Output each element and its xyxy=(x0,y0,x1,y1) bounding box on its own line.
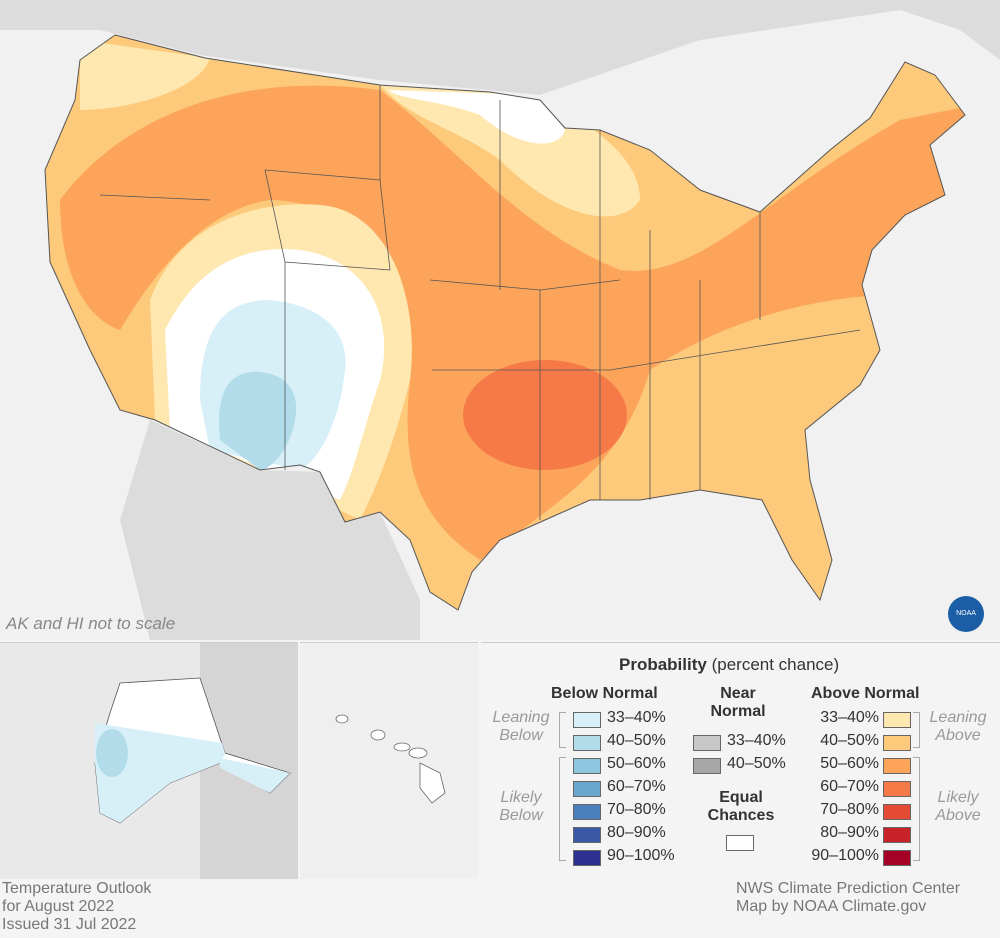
below-swatch xyxy=(573,781,601,797)
above-label: 60–70% xyxy=(820,778,879,795)
likely-below-label: Likely Below xyxy=(499,789,543,824)
legend: Probability (percent chance) Below Norma… xyxy=(481,642,1000,879)
below-swatch xyxy=(573,735,601,751)
near-label: 40–50% xyxy=(727,755,786,772)
below-swatch xyxy=(573,758,601,774)
above-label: 50–60% xyxy=(820,755,879,772)
below-label: 60–70% xyxy=(607,778,666,795)
hawaii-map xyxy=(335,714,446,804)
outlook-title: Temperature Outlook for August 2022 Issued… xyxy=(2,880,152,933)
above-swatch xyxy=(883,735,911,751)
hawaii-inset xyxy=(300,642,478,879)
legend-title: Probability (percent chance) xyxy=(619,655,840,674)
near-swatch xyxy=(693,758,721,774)
below-label: 33–40% xyxy=(607,709,666,726)
near-normal-header: Near Normal xyxy=(710,685,766,720)
above-swatch xyxy=(883,781,911,797)
alaska-map xyxy=(94,643,298,879)
likely-above-label: Likely Above xyxy=(935,789,981,824)
below-label: 70–80% xyxy=(607,801,666,818)
conus-map-svg xyxy=(0,0,1000,640)
below-label: 80–90% xyxy=(607,824,666,841)
above-label: 40–50% xyxy=(820,732,879,749)
credits: NWS Climate Prediction Center Map by NOAA… xyxy=(736,880,961,915)
above-label: 33–40% xyxy=(820,709,879,726)
above-swatch xyxy=(883,804,911,820)
above-swatch xyxy=(883,712,911,728)
above-swatch xyxy=(883,758,911,774)
above-swatch xyxy=(883,827,911,843)
above-label: 70–80% xyxy=(820,801,879,818)
near-label: 33–40% xyxy=(727,732,786,749)
below-label: 50–60% xyxy=(607,755,666,772)
below-swatch xyxy=(573,712,601,728)
below-swatch xyxy=(573,827,601,843)
noaa-logo: NOAA xyxy=(948,596,984,632)
above-normal-header: Above Normal xyxy=(811,685,920,702)
scale-note: AK and HI not to scale xyxy=(6,614,176,633)
below-normal-header: Below Normal xyxy=(551,685,658,702)
near-swatch xyxy=(693,735,721,751)
leaning-above-label: Leaning Above xyxy=(929,709,987,744)
below-label: 90–100% xyxy=(607,847,675,864)
above-swatch xyxy=(883,850,911,866)
conus-map: AK and HI not to scale NOAA xyxy=(0,0,1000,640)
alaska-inset xyxy=(0,642,298,879)
equal-chances-swatch xyxy=(726,835,754,851)
below-swatch xyxy=(573,804,601,820)
leaning-below-label: Leaning Below xyxy=(492,709,550,744)
equal-chances-label: Equal Chances xyxy=(707,789,775,824)
above-label: 90–100% xyxy=(811,847,879,864)
below-swatch xyxy=(573,850,601,866)
below-label: 40–50% xyxy=(607,732,666,749)
above-label: 80–90% xyxy=(820,824,879,841)
